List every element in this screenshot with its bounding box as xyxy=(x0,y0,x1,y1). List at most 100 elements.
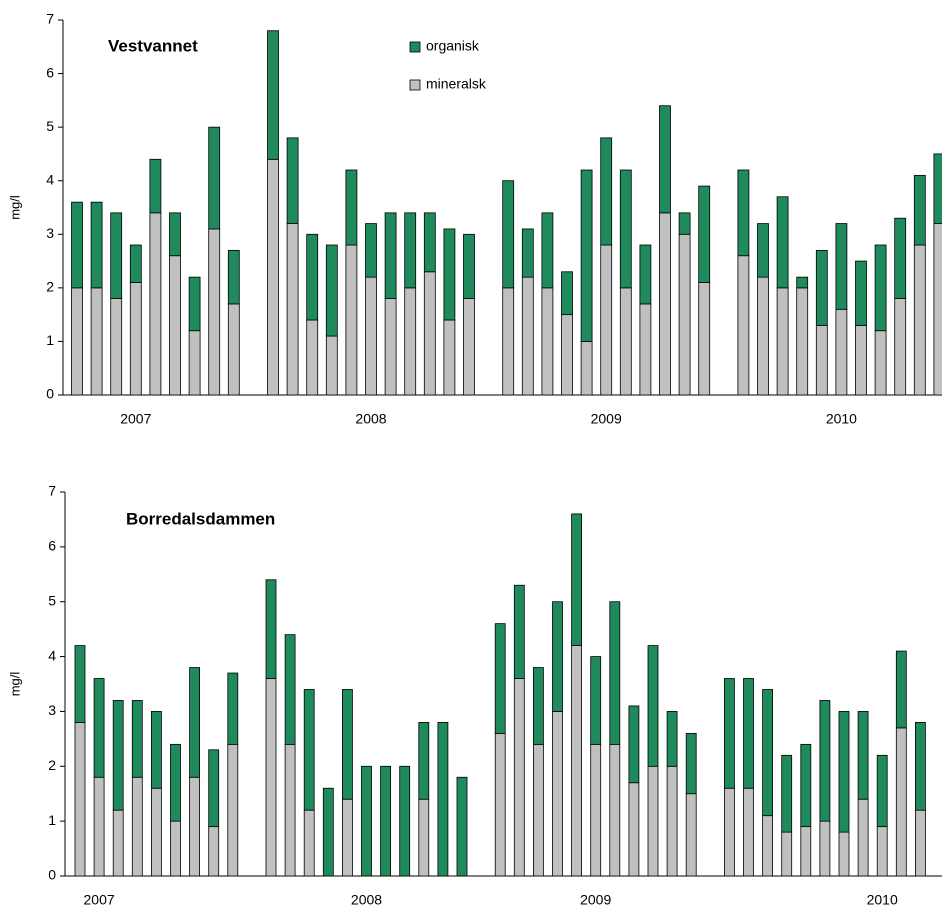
bar-segment xyxy=(800,743,812,828)
bar-segment xyxy=(776,196,789,289)
y-tick-label: 7 xyxy=(48,483,56,499)
bar-segment xyxy=(913,244,926,396)
bar-segment xyxy=(796,276,809,289)
bar-segment xyxy=(874,330,887,396)
bar-segment xyxy=(666,765,678,877)
bar-segment xyxy=(463,233,475,299)
bar-segment xyxy=(131,700,143,778)
bar-segment xyxy=(71,201,83,289)
bar-segment xyxy=(590,743,602,877)
bar-segment xyxy=(380,765,392,877)
bar-segment xyxy=(267,158,279,396)
x-tick-label: 2010 xyxy=(826,411,857,427)
y-tick-label: 0 xyxy=(48,867,56,883)
bar-segment xyxy=(437,722,449,877)
bar-segment xyxy=(189,667,201,778)
bar-segment xyxy=(188,330,201,396)
bar-segment xyxy=(170,820,181,877)
bar-segment xyxy=(361,765,372,877)
bar-segment xyxy=(384,298,397,396)
bar-segment xyxy=(619,169,632,289)
bar-segment xyxy=(855,260,867,326)
y-axis-label: mg/l xyxy=(7,195,22,220)
bar-segment xyxy=(189,776,201,877)
bar-segment xyxy=(423,212,436,273)
bar-segment xyxy=(600,244,613,396)
bar-segment xyxy=(170,743,181,822)
bar-segment xyxy=(757,223,769,278)
bar-segment xyxy=(895,650,907,729)
bar-segment xyxy=(541,212,554,289)
bar-segment xyxy=(647,645,659,767)
bar-segment xyxy=(110,298,123,396)
bar-segment xyxy=(835,223,848,310)
bar-segment xyxy=(169,212,181,257)
bar-segment xyxy=(815,324,828,396)
bar-segment xyxy=(456,776,468,877)
bar-segment xyxy=(857,798,869,877)
bar-segment xyxy=(913,174,926,246)
bar-segment xyxy=(345,244,358,396)
bar-segment xyxy=(776,287,789,396)
bar-segment xyxy=(384,212,397,299)
y-tick-label: 2 xyxy=(48,757,56,773)
bar-segment xyxy=(404,287,417,396)
bar-segment xyxy=(609,601,621,745)
bar-segment xyxy=(208,228,221,396)
bar-segment xyxy=(502,180,515,289)
bar-segment xyxy=(227,672,239,745)
y-tick-label: 5 xyxy=(48,592,56,608)
bar-segment xyxy=(494,732,506,877)
bar-segment xyxy=(678,233,691,396)
bar-segment xyxy=(93,678,105,778)
bar-segment xyxy=(265,579,277,679)
bar-segment xyxy=(112,700,124,811)
bar-segment xyxy=(762,815,773,877)
bar-segment xyxy=(150,711,162,789)
bar-segment xyxy=(341,689,353,800)
bar-segment xyxy=(533,743,544,877)
bar-segment xyxy=(149,158,162,214)
bar-segment xyxy=(561,271,573,316)
bar-segment xyxy=(418,798,430,877)
bar-segment xyxy=(284,743,296,877)
bar-segment xyxy=(685,793,697,877)
bar-segment xyxy=(781,754,793,833)
x-tick-label: 2009 xyxy=(580,892,611,908)
y-tick-label: 7 xyxy=(46,11,54,27)
y-tick-label: 6 xyxy=(48,538,56,554)
bar-segment xyxy=(600,137,613,246)
y-tick-label: 3 xyxy=(46,225,54,241)
bar-segment xyxy=(915,722,926,811)
bar-segment xyxy=(894,298,907,396)
bar-segment xyxy=(659,105,671,214)
bar-segment xyxy=(150,787,162,877)
bar-segment xyxy=(659,212,671,396)
bar-segment xyxy=(90,201,103,289)
bar-segment xyxy=(188,276,201,332)
bar-segment xyxy=(404,212,417,289)
bar-segment xyxy=(685,732,697,795)
bar-segment xyxy=(894,217,907,299)
bar-segment xyxy=(580,169,593,342)
bar-segment xyxy=(267,30,279,160)
x-tick-label: 2007 xyxy=(120,411,151,427)
bar-segment xyxy=(208,826,220,877)
bar-segment xyxy=(552,711,563,877)
bar-segment xyxy=(639,303,652,396)
x-tick-label: 2008 xyxy=(355,411,386,427)
y-tick-label: 2 xyxy=(46,279,54,295)
bar-segment xyxy=(443,319,456,396)
x-tick-label: 2008 xyxy=(351,892,382,908)
bar-segment xyxy=(169,255,181,396)
chart-title: Vestvannet xyxy=(108,36,198,55)
bar-segment xyxy=(835,308,848,396)
legend-label: mineralsk xyxy=(426,76,487,92)
y-axis-label: mg/l xyxy=(7,672,22,697)
bar-segment xyxy=(227,743,239,877)
bar-segment xyxy=(819,820,831,877)
bar-segment xyxy=(502,287,515,396)
bar-segment xyxy=(303,809,315,877)
bar-segment xyxy=(322,787,334,877)
bar-segment xyxy=(71,287,83,396)
